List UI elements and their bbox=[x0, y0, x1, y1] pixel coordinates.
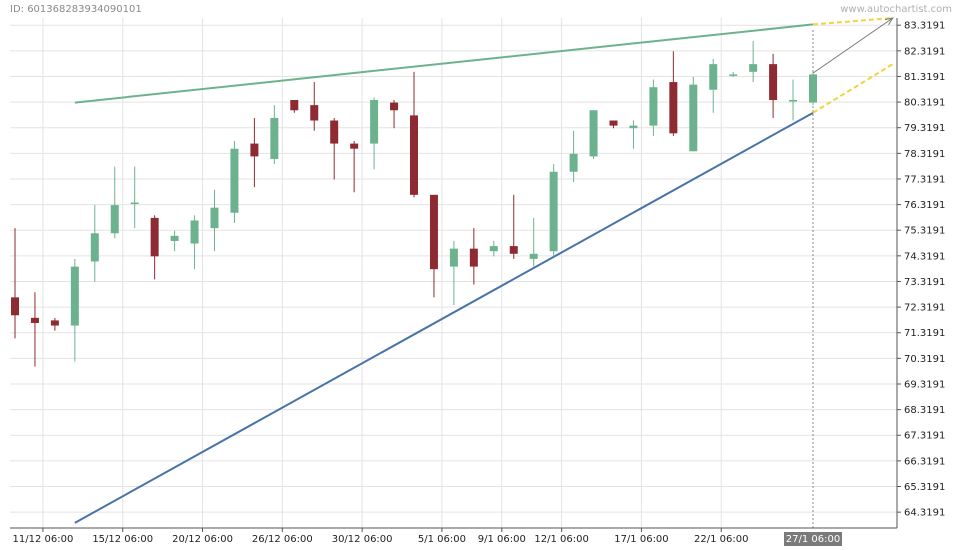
candle-body bbox=[390, 102, 399, 111]
candle-body bbox=[609, 120, 618, 126]
candle-body bbox=[429, 194, 438, 270]
candle-body bbox=[330, 120, 339, 144]
candle-body bbox=[709, 64, 718, 90]
candle-body bbox=[549, 171, 558, 252]
candle-body bbox=[749, 64, 758, 72]
candle-body bbox=[70, 266, 79, 326]
x-tick-label: 15/12 06:00 bbox=[92, 534, 153, 545]
candle-body bbox=[489, 246, 498, 252]
candle-body bbox=[689, 84, 698, 152]
candle-body bbox=[11, 297, 19, 316]
candle-body bbox=[649, 87, 658, 126]
support-line bbox=[74, 111, 814, 524]
candle-body bbox=[789, 100, 798, 102]
projection-arrow bbox=[812, 17, 894, 74]
candle-body bbox=[190, 220, 199, 244]
y-tick-label: 80.3191 bbox=[904, 98, 945, 109]
candle-body bbox=[150, 217, 159, 257]
candle-body bbox=[809, 74, 817, 103]
candle-body bbox=[370, 100, 379, 144]
x-tick-label: 12/1 06:00 bbox=[534, 534, 588, 545]
trend-lines-layer bbox=[74, 17, 894, 528]
candle-body bbox=[270, 117, 279, 159]
candle-body bbox=[769, 64, 778, 101]
x-tick-label: 26/12 06:00 bbox=[252, 534, 313, 545]
candle-body bbox=[509, 246, 518, 254]
candle-body bbox=[290, 100, 299, 111]
candle-body bbox=[50, 320, 59, 326]
candle-body bbox=[170, 235, 179, 241]
watermark-link[interactable]: www.autochartist.com bbox=[840, 4, 952, 15]
candle-body bbox=[130, 202, 139, 205]
candle-body bbox=[210, 207, 219, 229]
y-tick-label: 83.3191 bbox=[904, 21, 945, 32]
y-tick-label: 78.3191 bbox=[904, 149, 945, 160]
marker-label: 27/1 06:00 bbox=[786, 534, 840, 545]
candle-body bbox=[230, 148, 239, 213]
candle-body bbox=[90, 233, 99, 262]
candle-body bbox=[569, 153, 578, 172]
candle-body bbox=[449, 248, 458, 267]
y-tick-label: 67.3191 bbox=[904, 431, 945, 442]
candle-body bbox=[350, 143, 359, 149]
y-tick-label: 70.3191 bbox=[904, 354, 945, 365]
y-tick-label: 73.3191 bbox=[904, 277, 945, 288]
x-tick-label: 5/1 06:00 bbox=[418, 534, 466, 545]
candle-body bbox=[589, 110, 598, 157]
y-tick-label: 72.3191 bbox=[904, 303, 945, 314]
candles-layer bbox=[11, 41, 817, 367]
x-tick-label: 9/1 06:00 bbox=[478, 534, 526, 545]
candle-body bbox=[30, 317, 39, 323]
y-tick-label: 66.3191 bbox=[904, 456, 945, 467]
forecast-line bbox=[812, 63, 894, 114]
candle-body bbox=[110, 205, 119, 234]
candle-body bbox=[410, 115, 418, 195]
axes-layer: 83.3191 82.3191 81.3191 80.3191 79.3191 78.31… bbox=[10, 18, 945, 546]
candle-body bbox=[469, 248, 478, 267]
y-tick-label: 69.3191 bbox=[904, 379, 945, 390]
candle-body bbox=[629, 125, 638, 129]
y-tick-label: 74.3191 bbox=[904, 251, 945, 262]
x-tick-label: 17/1 06:00 bbox=[614, 534, 668, 545]
y-tick-label: 64.3191 bbox=[904, 508, 945, 519]
candle-body bbox=[310, 105, 319, 121]
projection-arrow-head bbox=[884, 17, 894, 26]
y-tick-label: 75.3191 bbox=[904, 226, 945, 237]
forecast-line bbox=[812, 17, 893, 26]
candle-body bbox=[729, 74, 738, 76]
x-tick-label: 22/1 06:00 bbox=[694, 534, 748, 545]
y-tick-label: 81.3191 bbox=[904, 72, 945, 83]
candle-body bbox=[669, 82, 678, 134]
y-tick-label: 77.3191 bbox=[904, 174, 945, 185]
x-tick-label: 11/12 06:00 bbox=[13, 534, 74, 545]
y-tick-label: 76.3191 bbox=[904, 200, 945, 211]
x-tick-label: 20/12 06:00 bbox=[172, 534, 233, 545]
y-tick-label: 71.3191 bbox=[904, 328, 945, 339]
chart-id-label: ID: 601368283934090101 bbox=[10, 4, 142, 15]
y-tick-label: 65.3191 bbox=[904, 482, 945, 493]
candle-body bbox=[529, 253, 538, 259]
candle-body bbox=[250, 143, 259, 157]
resistance-line bbox=[74, 23, 814, 104]
x-tick-label: 30/12 06:00 bbox=[332, 534, 393, 545]
y-tick-label: 68.3191 bbox=[904, 405, 945, 416]
y-tick-label: 82.3191 bbox=[904, 46, 945, 57]
y-tick-label: 79.3191 bbox=[904, 123, 945, 134]
marker-label-bg bbox=[784, 532, 842, 546]
